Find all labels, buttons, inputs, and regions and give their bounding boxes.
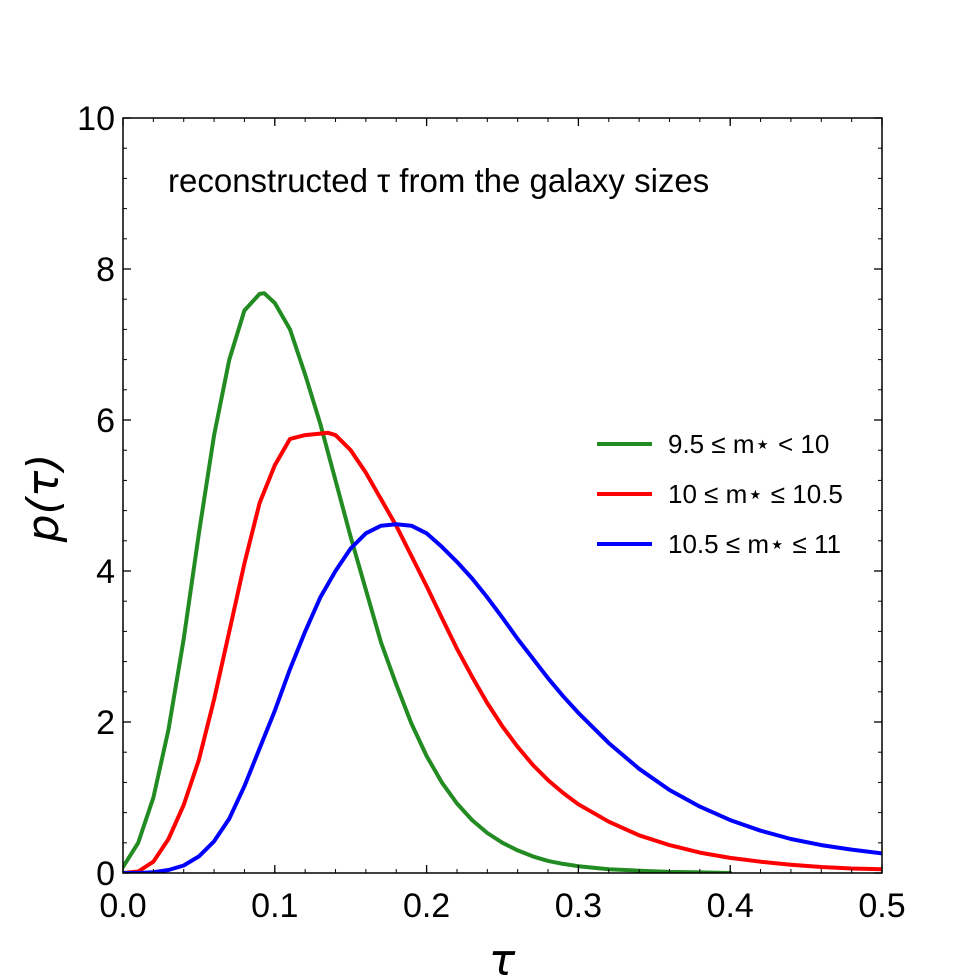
x-tick-label: 0.4	[707, 887, 754, 925]
plot-frame	[122, 117, 883, 874]
y-tick-label: 6	[96, 402, 115, 440]
legend-label-1: 9.5 ≤ m⋆ < 10	[668, 429, 829, 459]
y-axis-title: p(τ)	[18, 454, 69, 544]
tick-label-layer: 0.0 0.1 0.2 0.3 0.4 0.5 0 2 4 6 8 10	[77, 100, 905, 925]
tick-layer	[122, 117, 883, 874]
y-tick-label: 2	[96, 704, 115, 742]
x-axis-title: τ	[489, 935, 516, 980]
y-tick-label: 4	[96, 553, 115, 591]
y-tick-label: 8	[96, 251, 115, 289]
x-tick-label: 0.5	[858, 887, 905, 925]
x-tick-label: 0.1	[251, 887, 298, 925]
legend: 9.5 ≤ m⋆ < 10 10 ≤ m⋆ ≤ 10.5 10.5 ≤ m⋆ ≤ 1…	[597, 429, 843, 559]
y-tick-label: 0	[96, 855, 115, 893]
legend-label-2: 10 ≤ m⋆ ≤ 10.5	[668, 479, 843, 509]
x-tick-label: 0.0	[99, 887, 146, 925]
series-line-1	[123, 291, 733, 873]
series-layer	[123, 291, 882, 873]
y-tick-label: 10	[77, 100, 115, 138]
x-tick-label: 0.2	[403, 887, 450, 925]
x-tick-label: 0.3	[555, 887, 602, 925]
legend-label-3: 10.5 ≤ m⋆ ≤ 11	[668, 529, 841, 559]
series-line-3	[123, 522, 882, 873]
annotation-text: reconstructed τ from the galaxy sizes	[168, 162, 709, 199]
series-line-2	[123, 430, 882, 873]
